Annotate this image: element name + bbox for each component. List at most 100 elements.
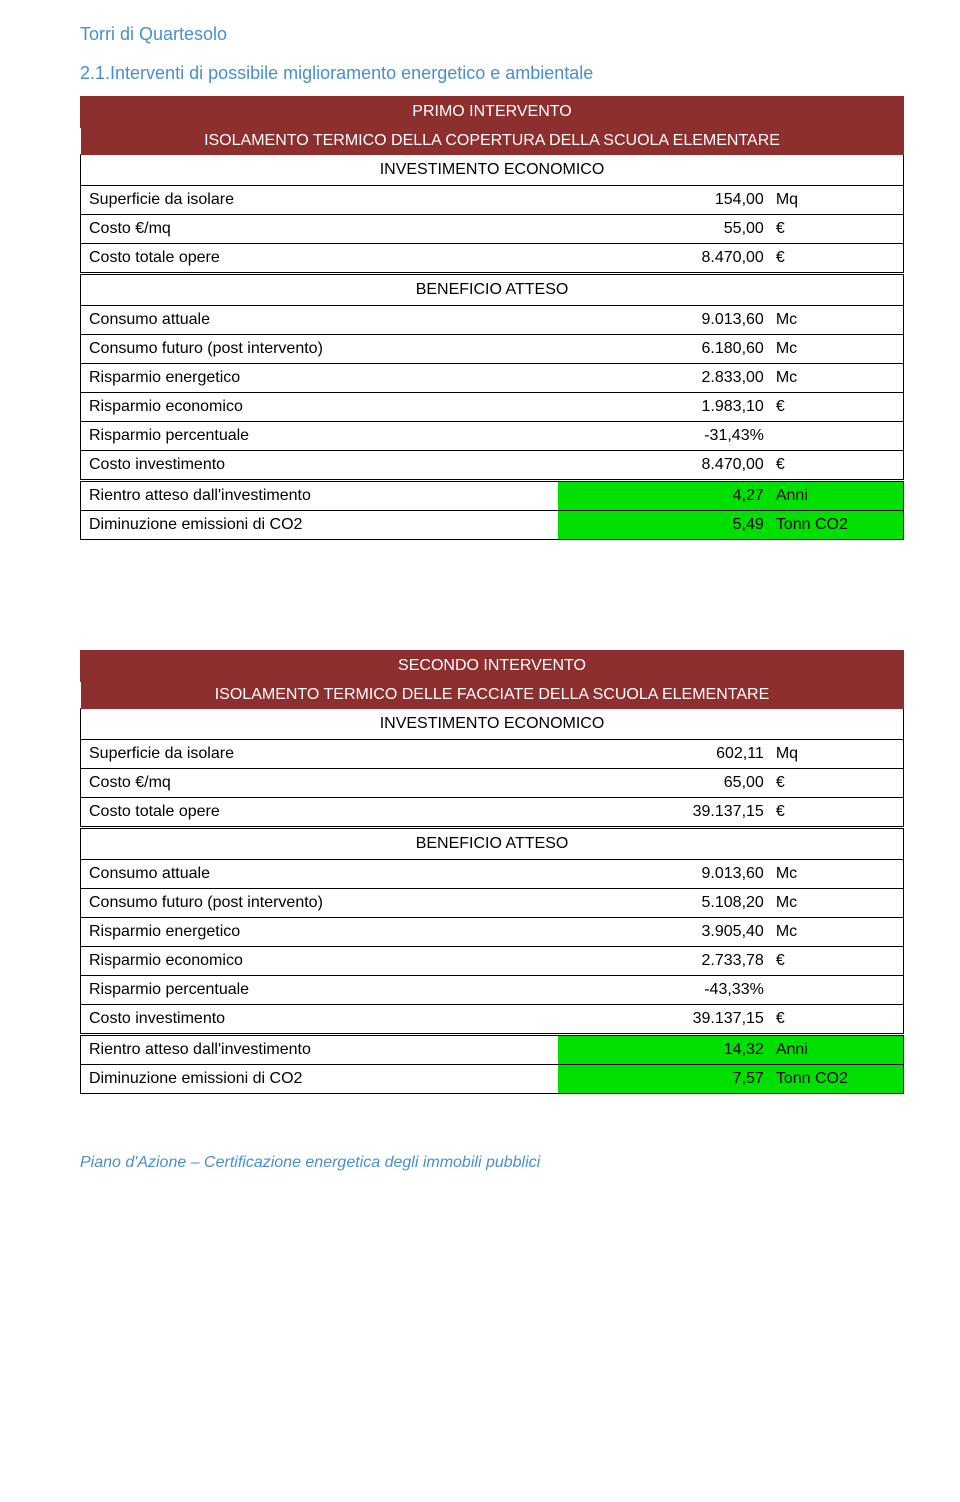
row-label: Risparmio economico	[81, 947, 558, 976]
row-label: Costo investimento	[81, 451, 558, 481]
row-label: Risparmio percentuale	[81, 422, 558, 451]
row-label: Risparmio energetico	[81, 364, 558, 393]
row-unit: Mq	[772, 740, 904, 769]
table-row: Risparmio percentuale-31,43%	[81, 422, 904, 451]
row-unit: Mc	[772, 335, 904, 364]
row-unit: Tonn CO2	[772, 511, 904, 540]
row-unit: €	[772, 244, 904, 274]
table-row: Risparmio economico2.733,78€	[81, 947, 904, 976]
table-row: Costo €/mq65,00€	[81, 769, 904, 798]
section-title: 2.1.Interventi di possibile migliorament…	[80, 63, 904, 84]
investimento-header: INVESTIMENTO ECONOMICO	[81, 155, 904, 186]
row-unit: Tonn CO2	[772, 1065, 904, 1094]
row-label: Superficie da isolare	[81, 186, 558, 215]
table-row: Risparmio economico1.983,10€	[81, 393, 904, 422]
row-label: Consumo futuro (post intervento)	[81, 889, 558, 918]
intervention-table-0: PRIMO INTERVENTOISOLAMENTO TERMICO DELLA…	[80, 96, 904, 540]
row-value: 9.013,60	[558, 306, 772, 335]
row-value: 2.833,00	[558, 364, 772, 393]
row-label: Costo totale opere	[81, 244, 558, 274]
table-row: Costo totale opere39.137,15€	[81, 798, 904, 828]
table-row: Superficie da isolare602,11Mq	[81, 740, 904, 769]
row-label: Rientro atteso dall'investimento	[81, 1035, 558, 1065]
row-label: Diminuzione emissioni di CO2	[81, 1065, 558, 1094]
row-label: Risparmio percentuale	[81, 976, 558, 1005]
table-row: Diminuzione emissioni di CO25,49Tonn CO2	[81, 511, 904, 540]
table-subtitle: ISOLAMENTO TERMICO DELLA COPERTURA DELLA…	[81, 128, 904, 155]
table-row: Risparmio energetico3.905,40Mc	[81, 918, 904, 947]
table-row: Risparmio energetico2.833,00Mc	[81, 364, 904, 393]
table-row: Risparmio percentuale-43,33%	[81, 976, 904, 1005]
table-row: Costo totale opere8.470,00€	[81, 244, 904, 274]
table-row: Costo investimento39.137,15€	[81, 1005, 904, 1035]
row-label: Consumo attuale	[81, 306, 558, 335]
row-label: Costo €/mq	[81, 215, 558, 244]
row-unit: Anni	[772, 1035, 904, 1065]
row-unit: Mc	[772, 918, 904, 947]
table-row: Consumo futuro (post intervento)5.108,20…	[81, 889, 904, 918]
row-label: Costo €/mq	[81, 769, 558, 798]
row-value: 14,32	[558, 1035, 772, 1065]
table-title: PRIMO INTERVENTO	[81, 97, 904, 128]
table-row: Rientro atteso dall'investimento14,32Ann…	[81, 1035, 904, 1065]
row-unit: Mc	[772, 306, 904, 335]
row-label: Rientro atteso dall'investimento	[81, 481, 558, 511]
row-value: 6.180,60	[558, 335, 772, 364]
row-value: 39.137,15	[558, 1005, 772, 1035]
row-label: Consumo attuale	[81, 860, 558, 889]
page-footer: Piano d'Azione – Certificazione energeti…	[80, 1154, 904, 1172]
row-label: Diminuzione emissioni di CO2	[81, 511, 558, 540]
row-value: 4,27	[558, 481, 772, 511]
row-unit: €	[772, 947, 904, 976]
row-value: 8.470,00	[558, 451, 772, 481]
table-row: Consumo attuale9.013,60Mc	[81, 306, 904, 335]
row-value: 55,00	[558, 215, 772, 244]
row-unit: Mc	[772, 364, 904, 393]
table-row: Diminuzione emissioni di CO27,57Tonn CO2	[81, 1065, 904, 1094]
row-value: 2.733,78	[558, 947, 772, 976]
row-value: 9.013,60	[558, 860, 772, 889]
row-label: Consumo futuro (post intervento)	[81, 335, 558, 364]
row-value: 1.983,10	[558, 393, 772, 422]
row-value: -31,43%	[558, 422, 772, 451]
row-value: 602,11	[558, 740, 772, 769]
row-unit: Mc	[772, 860, 904, 889]
tables-container: PRIMO INTERVENTOISOLAMENTO TERMICO DELLA…	[80, 96, 904, 1094]
row-value: 8.470,00	[558, 244, 772, 274]
row-unit: €	[772, 1005, 904, 1035]
row-unit: Mq	[772, 186, 904, 215]
row-value: 5.108,20	[558, 889, 772, 918]
row-unit: €	[772, 393, 904, 422]
row-unit	[772, 422, 904, 451]
table-subtitle: ISOLAMENTO TERMICO DELLE FACCIATE DELLA …	[81, 682, 904, 709]
investimento-header: INVESTIMENTO ECONOMICO	[81, 709, 904, 740]
row-value: 154,00	[558, 186, 772, 215]
page-header: Torri di Quartesolo	[80, 24, 904, 45]
row-label: Costo investimento	[81, 1005, 558, 1035]
table-title: SECONDO INTERVENTO	[81, 651, 904, 682]
table-row: Costo investimento8.470,00€	[81, 451, 904, 481]
row-unit: Mc	[772, 889, 904, 918]
row-unit: €	[772, 215, 904, 244]
row-value: 3.905,40	[558, 918, 772, 947]
row-value: 7,57	[558, 1065, 772, 1094]
row-label: Risparmio economico	[81, 393, 558, 422]
table-row: Superficie da isolare154,00Mq	[81, 186, 904, 215]
row-label: Superficie da isolare	[81, 740, 558, 769]
row-value: 65,00	[558, 769, 772, 798]
table-row: Rientro atteso dall'investimento4,27Anni	[81, 481, 904, 511]
row-value: 39.137,15	[558, 798, 772, 828]
row-unit	[772, 976, 904, 1005]
beneficio-header: BENEFICIO ATTESO	[81, 828, 904, 860]
row-value: -43,33%	[558, 976, 772, 1005]
beneficio-header: BENEFICIO ATTESO	[81, 274, 904, 306]
row-value: 5,49	[558, 511, 772, 540]
row-unit: €	[772, 769, 904, 798]
intervention-table-1: SECONDO INTERVENTOISOLAMENTO TERMICO DEL…	[80, 650, 904, 1094]
table-row: Costo €/mq55,00€	[81, 215, 904, 244]
row-label: Costo totale opere	[81, 798, 558, 828]
row-label: Risparmio energetico	[81, 918, 558, 947]
row-unit: Anni	[772, 481, 904, 511]
row-unit: €	[772, 798, 904, 828]
table-row: Consumo futuro (post intervento)6.180,60…	[81, 335, 904, 364]
